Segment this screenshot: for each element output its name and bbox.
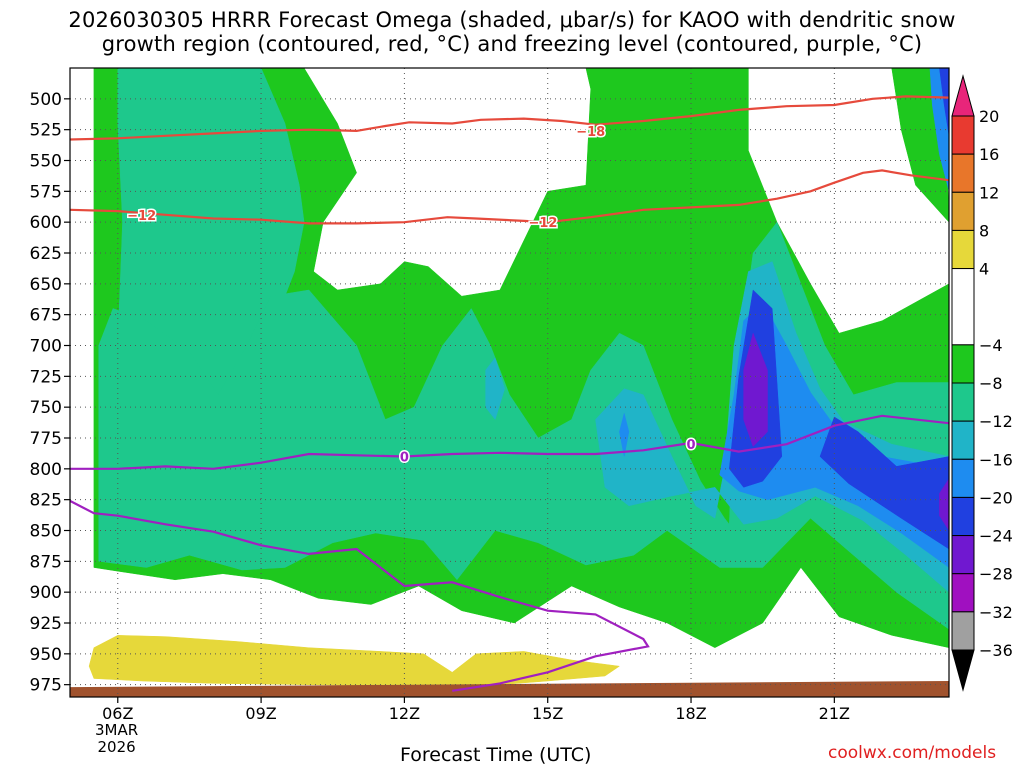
- contour-layer: [70, 95, 949, 692]
- x-tick-label-18Z: 18Z: [675, 704, 706, 723]
- colorbar-band-7: [951, 382, 975, 422]
- colorbar-label-1: 16: [979, 145, 999, 164]
- date-label-day: 3MAR: [95, 721, 139, 739]
- contour-5: [70, 499, 650, 692]
- x-tick-label-06Z: 06Z: [102, 704, 133, 723]
- omega-region-6: [619, 413, 630, 457]
- x-tick-label-12Z: 12Z: [389, 704, 420, 723]
- contour-label-0: −18: [576, 125, 605, 140]
- date-label-year: 2026: [97, 738, 136, 756]
- chart-title: 2026030305 HRRR Forecast Omega (shaded, …: [0, 8, 1024, 56]
- y-tick-label-850: 850: [30, 522, 62, 542]
- colorbar-band-5: [951, 268, 975, 346]
- y-tick-label-600: 600: [30, 213, 62, 233]
- colorbar: 20 16 12 8 4 −4 −8 −12 −16 −20 −24 −28 −32 −36: [951, 74, 1013, 692]
- colorbar-label-12: −32: [979, 603, 1013, 622]
- colorbar-label-9: −20: [979, 488, 1013, 507]
- chart-title-line-1: 2026030305 HRRR Forecast Omega (shaded, …: [68, 8, 956, 32]
- y-tick-label-500: 500: [30, 90, 62, 110]
- colorbar-label-2: 12: [979, 183, 999, 202]
- colorbar-label-5: −4: [979, 336, 1003, 355]
- colorbar-label-0: 20: [979, 107, 999, 126]
- contour-label-3: 0: [400, 451, 409, 466]
- colorbar-band-3: [951, 191, 975, 231]
- colorbar-label-8: −16: [979, 450, 1013, 469]
- y-tick-label-950: 950: [30, 645, 62, 665]
- contour-label-4: 0: [687, 438, 696, 453]
- colorbar-band-13: [951, 611, 975, 651]
- y-tick-label-750: 750: [30, 398, 62, 418]
- y-tick-label-800: 800: [30, 460, 62, 480]
- colorbar-label-4: 4: [979, 260, 989, 279]
- date-label: 3MAR 2026: [95, 722, 138, 756]
- omega-region-4: [485, 357, 505, 421]
- x-tick-label-15Z: 15Z: [532, 704, 563, 723]
- y-tick-label-925: 925: [30, 614, 62, 634]
- omega-region-13: [939, 478, 949, 531]
- y-tick-label-775: 775: [30, 429, 62, 449]
- colorbar-label-7: −12: [979, 412, 1013, 431]
- omega-region-10: [819, 416, 949, 550]
- contour-label-1: −12: [127, 209, 156, 224]
- colorbar-band-6: [951, 344, 975, 384]
- y-tick-label-525: 525: [30, 121, 62, 141]
- colorbar-label-10: −24: [979, 527, 1013, 546]
- colorbar-band-8: [951, 420, 975, 460]
- colorbar-label-11: −28: [979, 565, 1013, 584]
- omega-region-12: [743, 332, 768, 448]
- colorbar-band-9: [951, 458, 975, 498]
- colorbar-band-10: [951, 496, 975, 537]
- credit-link[interactable]: coolwx.com/models: [828, 743, 997, 763]
- y-tick-label-725: 725: [30, 367, 62, 387]
- colorbar-band-4: [951, 229, 975, 270]
- contour-0: [70, 95, 949, 141]
- contour-label-layer: −18 −12 −12 0 0: [126, 123, 697, 467]
- contour-3: [70, 414, 949, 470]
- omega-shading-layer: [70, 68, 949, 697]
- colorbar-band-top: [951, 74, 975, 117]
- y-tick-label-675: 675: [30, 306, 62, 326]
- contour-label-2: −12: [528, 216, 557, 231]
- y-tick-label-900: 900: [30, 583, 62, 603]
- colorbar-band-2: [951, 153, 975, 193]
- y-tick-label-550: 550: [30, 152, 62, 172]
- y-tick-label-650: 650: [30, 275, 62, 295]
- colorbar-band-11: [951, 535, 975, 575]
- axis-layer: 500 525 550 575 600 625 650 675 700 725 750 775 800 8…: [30, 90, 850, 723]
- ground-strip: [70, 681, 949, 697]
- x-axis-label: Forecast Time (UTC): [400, 744, 592, 766]
- y-tick-label-575: 575: [30, 182, 62, 202]
- colorbar-band-12: [951, 573, 975, 613]
- y-tick-label-625: 625: [30, 244, 62, 264]
- y-tick-label-700: 700: [30, 337, 62, 357]
- y-tick-label-875: 875: [30, 552, 62, 572]
- y-tick-label-825: 825: [30, 491, 62, 511]
- contour-1: [70, 169, 949, 225]
- chart-title-line-2: growth region (contoured, red, °C) and f…: [101, 32, 923, 56]
- x-tick-label-09Z: 09Z: [245, 704, 276, 723]
- colorbar-label-6: −8: [979, 374, 1003, 393]
- colorbar-band-1: [951, 115, 975, 155]
- plot-frame: [69, 67, 950, 698]
- x-tick-label-21Z: 21Z: [819, 704, 850, 723]
- colorbar-band-bottom: [951, 649, 975, 692]
- y-tick-label-975: 975: [30, 676, 62, 696]
- omega-region-3: [98, 221, 949, 630]
- omega-region-14: [88, 635, 621, 692]
- colorbar-label-13: −36: [979, 641, 1013, 660]
- colorbar-label-3: 8: [979, 221, 989, 240]
- omega-region-11: [939, 68, 949, 136]
